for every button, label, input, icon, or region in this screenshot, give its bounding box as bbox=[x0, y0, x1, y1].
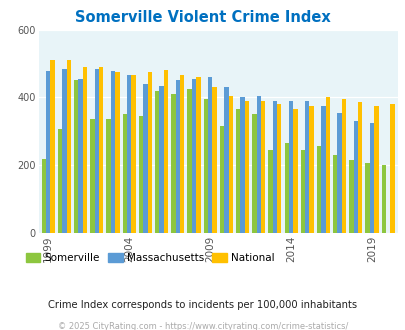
Bar bbox=[163, 70, 168, 233]
Text: Somerville Violent Crime Index: Somerville Violent Crime Index bbox=[75, 10, 330, 25]
Bar bbox=[341, 99, 345, 233]
Bar bbox=[224, 87, 228, 233]
Bar bbox=[207, 77, 212, 233]
Bar bbox=[353, 121, 357, 233]
Bar bbox=[316, 147, 320, 233]
Bar bbox=[244, 101, 248, 233]
Bar bbox=[212, 87, 216, 233]
Bar bbox=[369, 123, 373, 233]
Bar bbox=[99, 67, 103, 233]
Bar bbox=[228, 96, 232, 233]
Bar bbox=[381, 165, 385, 233]
Bar bbox=[309, 106, 313, 233]
Bar bbox=[389, 104, 394, 233]
Bar bbox=[111, 71, 115, 233]
Bar bbox=[337, 113, 341, 233]
Bar bbox=[171, 94, 175, 233]
Bar bbox=[256, 96, 260, 233]
Bar bbox=[272, 101, 276, 233]
Bar bbox=[175, 81, 179, 233]
Bar bbox=[155, 91, 159, 233]
Bar bbox=[260, 101, 264, 233]
Bar bbox=[240, 97, 244, 233]
Bar bbox=[42, 159, 46, 233]
Bar bbox=[332, 155, 337, 233]
Bar bbox=[139, 116, 143, 233]
Bar bbox=[122, 114, 127, 233]
Bar bbox=[373, 106, 377, 233]
Bar bbox=[300, 150, 304, 233]
Bar bbox=[179, 75, 184, 233]
Bar bbox=[159, 85, 163, 233]
Text: Crime Index corresponds to incidents per 100,000 inhabitants: Crime Index corresponds to incidents per… bbox=[48, 300, 357, 310]
Bar bbox=[196, 77, 200, 233]
Bar bbox=[58, 129, 62, 233]
Bar bbox=[304, 101, 309, 233]
Bar bbox=[94, 69, 99, 233]
Bar bbox=[191, 79, 196, 233]
Bar bbox=[62, 69, 66, 233]
Text: © 2025 CityRating.com - https://www.cityrating.com/crime-statistics/: © 2025 CityRating.com - https://www.city… bbox=[58, 322, 347, 330]
Bar bbox=[292, 109, 297, 233]
Bar bbox=[320, 106, 325, 233]
Bar bbox=[252, 114, 256, 233]
Legend: Somerville, Massachusetts, National: Somerville, Massachusetts, National bbox=[21, 249, 278, 267]
Bar bbox=[364, 163, 369, 233]
Bar bbox=[147, 72, 151, 233]
Bar bbox=[74, 81, 78, 233]
Bar bbox=[357, 102, 361, 233]
Bar bbox=[268, 150, 272, 233]
Bar bbox=[284, 143, 288, 233]
Bar bbox=[115, 72, 119, 233]
Bar bbox=[187, 89, 191, 233]
Bar bbox=[78, 79, 83, 233]
Bar bbox=[219, 126, 224, 233]
Bar bbox=[288, 101, 292, 233]
Bar bbox=[66, 60, 71, 233]
Bar bbox=[131, 75, 135, 233]
Bar bbox=[235, 109, 240, 233]
Bar bbox=[127, 75, 131, 233]
Bar bbox=[325, 97, 329, 233]
Bar bbox=[348, 160, 353, 233]
Bar bbox=[50, 60, 55, 233]
Bar bbox=[143, 84, 147, 233]
Bar bbox=[276, 104, 281, 233]
Bar bbox=[83, 67, 87, 233]
Bar bbox=[203, 99, 207, 233]
Bar bbox=[46, 71, 50, 233]
Bar bbox=[106, 119, 111, 233]
Bar bbox=[90, 119, 94, 233]
